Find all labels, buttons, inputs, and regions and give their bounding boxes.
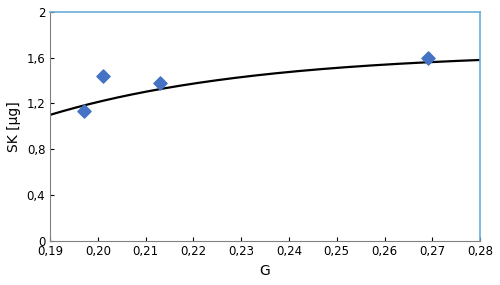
X-axis label: G: G (260, 264, 270, 278)
Point (424, 55, 432, 60)
Y-axis label: SK [µg]: SK [µg] (7, 101, 21, 152)
Point (80, 109, 88, 114)
Point (98, 74, 106, 78)
Point (156, 81, 164, 85)
